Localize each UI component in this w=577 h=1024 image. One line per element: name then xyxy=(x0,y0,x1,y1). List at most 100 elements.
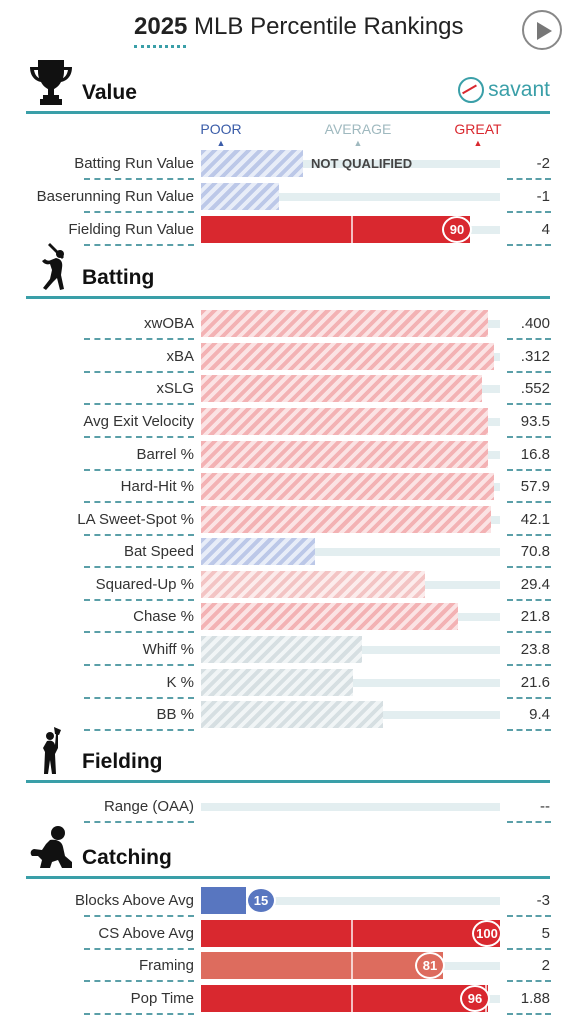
metric-value: 5 xyxy=(541,925,550,942)
row-divider-left xyxy=(84,371,194,373)
row-divider-right xyxy=(507,469,551,471)
metric-label: Whiff % xyxy=(142,641,194,658)
section-header-fielding: Fielding xyxy=(26,727,550,783)
poor-marker-icon: ▲ xyxy=(216,138,226,148)
percentile-bar xyxy=(201,216,470,243)
section-header-batting: Batting xyxy=(26,243,550,299)
metric-row-baserunning-run-value[interactable]: Baserunning Run Value -1 xyxy=(0,182,577,214)
percentile-track xyxy=(201,548,500,556)
metric-row-k[interactable]: K % 21.6 xyxy=(0,668,577,700)
percentile-badge: 15 xyxy=(246,887,276,914)
row-divider-left xyxy=(84,729,194,731)
title-text: MLB Percentile Rankings xyxy=(187,13,464,40)
metric-row-xslg[interactable]: xSLG .552 xyxy=(0,374,577,406)
section-title-catching: Catching xyxy=(82,846,172,869)
metric-label: Bat Speed xyxy=(123,543,194,560)
percentile-bar xyxy=(201,701,383,728)
metric-value: 93.5 xyxy=(520,413,550,430)
row-divider-right xyxy=(507,371,551,373)
metric-row-blocks-above-avg[interactable]: Blocks Above Avg 15 -3 xyxy=(0,886,577,918)
metric-row-avg-exit-velocity[interactable]: Avg Exit Velocity 93.5 xyxy=(0,407,577,439)
metric-label: Fielding Run Value xyxy=(68,221,194,238)
row-divider-left xyxy=(84,403,194,405)
metric-value: 21.8 xyxy=(520,608,550,625)
row-divider-right xyxy=(507,534,551,536)
legend-average: AVERAGE ▲ xyxy=(318,121,398,148)
percentile-bar xyxy=(201,603,458,630)
metric-label: CS Above Avg xyxy=(98,925,194,942)
metric-row-bat-speed[interactable]: Bat Speed 70.8 xyxy=(0,537,577,569)
row-divider-right xyxy=(507,1013,551,1015)
metric-row-xba[interactable]: xBA .312 xyxy=(0,342,577,374)
row-divider-right xyxy=(507,729,551,731)
savant-logo[interactable]: savant xyxy=(458,77,550,103)
metric-row-framing[interactable]: Framing 81 2 xyxy=(0,951,577,983)
section-title-batting: Batting xyxy=(82,266,155,289)
metric-label: Framing xyxy=(138,957,194,974)
row-divider-left xyxy=(84,178,194,180)
row-divider-left xyxy=(84,566,194,568)
legend-great: GREAT ▲ xyxy=(438,121,518,148)
metric-label: Squared-Up % xyxy=(95,576,194,593)
average-marker-icon: ▲ xyxy=(353,138,363,148)
percentile-track xyxy=(201,193,500,201)
metric-label: Range (OAA) xyxy=(103,798,194,815)
metric-value: 2 xyxy=(541,957,550,974)
title-underline xyxy=(134,45,186,48)
legend-average-label: AVERAGE xyxy=(324,121,392,137)
metric-value: .552 xyxy=(520,380,550,397)
batter-icon xyxy=(42,243,64,290)
row-divider-left xyxy=(84,697,194,699)
metric-row-hard-hit[interactable]: Hard-Hit % 57.9 xyxy=(0,472,577,504)
percentile-bar xyxy=(201,636,362,663)
metric-row-la-sweet-spot[interactable]: LA Sweet-Spot % 42.1 xyxy=(0,505,577,537)
legend-great-label: GREAT xyxy=(454,121,502,137)
metric-value: .312 xyxy=(520,348,550,365)
metric-row-range-oaa[interactable]: Range (OAA) -- xyxy=(0,792,577,824)
percentile-bar xyxy=(201,408,488,435)
percentile-bar xyxy=(201,183,279,210)
savant-logo-text: savant xyxy=(488,78,550,101)
percentile-bar xyxy=(201,669,353,696)
metric-value: .400 xyxy=(520,315,550,332)
catcher-icon xyxy=(30,826,72,868)
row-divider-right xyxy=(507,501,551,503)
metric-row-whiff[interactable]: Whiff % 23.8 xyxy=(0,635,577,667)
bar-divider xyxy=(351,216,353,243)
bar-divider xyxy=(351,985,353,1012)
percentile-bar xyxy=(201,343,494,370)
metric-value: 29.4 xyxy=(520,576,550,593)
metric-row-pop-time[interactable]: Pop Time 96 1.88 xyxy=(0,984,577,1016)
percentile-badge: 81 xyxy=(415,952,445,979)
percentile-bar xyxy=(201,473,494,500)
play-button[interactable] xyxy=(522,10,562,50)
row-divider-right xyxy=(507,244,551,246)
percentile-track xyxy=(201,160,500,168)
metric-value: 23.8 xyxy=(520,641,550,658)
metric-row-bb[interactable]: BB % 9.4 xyxy=(0,700,577,732)
metric-row-squared-up[interactable]: Squared-Up % 29.4 xyxy=(0,570,577,602)
metric-label: Chase % xyxy=(133,608,194,625)
metric-row-chase[interactable]: Chase % 21.8 xyxy=(0,602,577,634)
metric-label: Barrel % xyxy=(136,446,194,463)
metric-row-batting-run-value[interactable]: Batting Run Value NOT QUALIFIED -2 xyxy=(0,149,577,181)
row-divider-right xyxy=(507,697,551,699)
row-divider-right xyxy=(507,178,551,180)
metric-row-cs-above-avg[interactable]: CS Above Avg 100 5 xyxy=(0,919,577,951)
row-divider-right xyxy=(507,631,551,633)
percentile-bar xyxy=(201,375,482,402)
metric-label: Avg Exit Velocity xyxy=(83,413,194,430)
metric-row-barrel[interactable]: Barrel % 16.8 xyxy=(0,440,577,472)
row-divider-right xyxy=(507,436,551,438)
row-divider-left xyxy=(84,915,194,917)
page-title: 2025 MLB Percentile Rankings xyxy=(134,13,464,41)
section-title-value: Value xyxy=(82,81,137,104)
metric-row-fielding-run-value[interactable]: Fielding Run Value 90 4 xyxy=(0,215,577,247)
metric-row-xwoba[interactable]: xwOBA .400 xyxy=(0,309,577,341)
row-divider-left xyxy=(84,631,194,633)
row-divider-right xyxy=(507,566,551,568)
bar-divider xyxy=(351,952,353,979)
page-header: 2025 MLB Percentile Rankings xyxy=(0,0,577,62)
row-divider-left xyxy=(84,664,194,666)
percentile-badge: 100 xyxy=(472,920,502,947)
